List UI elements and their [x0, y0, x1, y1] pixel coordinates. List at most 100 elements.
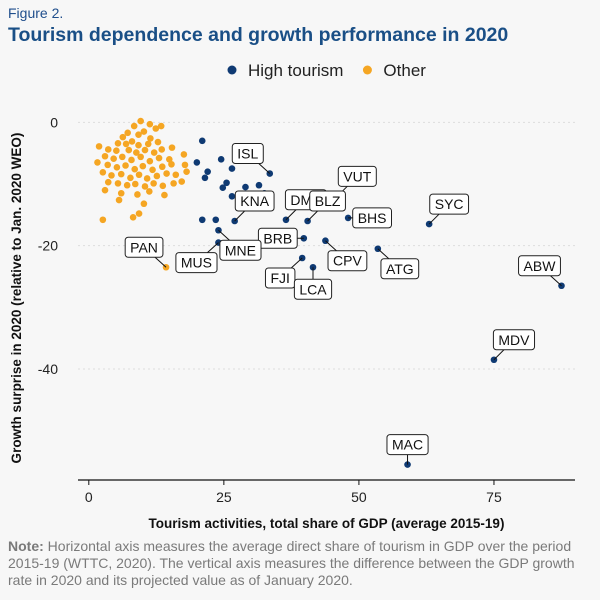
- data-point: [133, 149, 140, 156]
- axes: 0 -20 -40 0 25 50 75 Tourism activities, total …: [9, 114, 575, 531]
- data-point: [163, 170, 170, 177]
- callout-labels: ISLDMAVUTBLZBHSSYCBRBCPVATGFJILCAABWMDVM…: [124, 143, 562, 465]
- data-point: [104, 178, 112, 186]
- data-point: [117, 170, 125, 178]
- callout-box: [293, 278, 333, 300]
- data-point: [159, 182, 167, 190]
- callout-box: [429, 193, 470, 215]
- x-tick-label: 75: [486, 489, 502, 505]
- callout-text: FJI: [270, 270, 289, 286]
- data-point: [165, 156, 173, 163]
- data-point: [117, 189, 125, 197]
- callout-text: LCA: [299, 281, 327, 297]
- data-point: [255, 181, 263, 189]
- data-point: [155, 154, 163, 162]
- data-point: [228, 165, 236, 172]
- data-point: [404, 461, 411, 468]
- data-point: [122, 140, 130, 148]
- data-point: [219, 184, 227, 191]
- callout-box: [175, 252, 218, 274]
- data-point: [193, 159, 201, 166]
- data-point: [141, 183, 149, 190]
- data-point: [212, 216, 220, 224]
- callout-text: VUT: [343, 168, 371, 184]
- callout-cpv: CPV: [327, 250, 368, 272]
- data-point: [180, 151, 188, 158]
- callout-box: [352, 207, 393, 229]
- data-point: [99, 168, 107, 176]
- data-point: [217, 156, 225, 163]
- data-point: [178, 178, 186, 185]
- data-point: [228, 193, 236, 200]
- data-point: [118, 153, 126, 161]
- data-point: [128, 138, 136, 145]
- callout-box: [264, 267, 296, 289]
- y-tick-label: 0: [50, 114, 58, 130]
- data-point: [152, 125, 160, 132]
- callout-box: [386, 434, 429, 456]
- data-point: [94, 159, 101, 166]
- callout-mdv: MDV: [492, 329, 536, 351]
- callout-box: [124, 236, 164, 258]
- data-point: [147, 135, 154, 142]
- data-point: [104, 161, 112, 169]
- data-point: [122, 162, 129, 169]
- callout-vut: VUT: [337, 165, 377, 187]
- data-point: [146, 120, 154, 128]
- data-point: [137, 153, 144, 161]
- data-point: [113, 147, 120, 154]
- data-point: [150, 149, 158, 156]
- callout-brb: BRB: [257, 227, 298, 249]
- callout-mne: MNE: [219, 239, 262, 261]
- legend-marker: [227, 65, 237, 75]
- chart-title: Tourism dependence and growth performanc…: [8, 24, 509, 46]
- data-point: [108, 172, 115, 179]
- chart-note: Note: Horizontal axis measures the avera…: [8, 538, 593, 589]
- callout-abw: ABW: [518, 255, 561, 277]
- data-point: [134, 191, 141, 198]
- callout-syc: SYC: [429, 193, 470, 215]
- data-point: [150, 180, 157, 187]
- callout-text: PAN: [130, 239, 158, 255]
- callout-box: [492, 329, 536, 351]
- callout-box: [327, 250, 368, 272]
- data-point: [170, 180, 177, 187]
- data-point: [135, 171, 143, 179]
- data-point: [144, 140, 152, 148]
- callout-lca: LCA: [293, 278, 333, 300]
- callout-text: ABW: [524, 258, 557, 274]
- data-point: [110, 155, 117, 163]
- data-point: [300, 234, 308, 242]
- data-point: [137, 117, 144, 125]
- callout-kna: KNA: [234, 190, 275, 212]
- data-point: [129, 214, 137, 221]
- data-point: [183, 168, 190, 175]
- data-point: [201, 174, 209, 182]
- data-point: [135, 210, 143, 217]
- data-point: [158, 146, 166, 153]
- callout-text: MDV: [498, 332, 530, 348]
- data-point: [161, 191, 168, 199]
- callout-text: KNA: [240, 193, 269, 209]
- data-point: [95, 143, 103, 150]
- data-point: [149, 166, 156, 174]
- callout-text: BHS: [358, 210, 387, 226]
- callout-fji: FJI: [264, 267, 296, 289]
- x-axis-label: Tourism activities, total share of GDP (…: [149, 516, 505, 531]
- legend-label: High tourism: [248, 61, 343, 80]
- data-point: [153, 172, 161, 180]
- data-point: [141, 146, 149, 154]
- callout-mus: MUS: [175, 252, 218, 274]
- data-point: [114, 180, 122, 187]
- data-point: [168, 144, 176, 151]
- data-point: [104, 146, 112, 153]
- data-point: [140, 128, 148, 135]
- data-point: [131, 180, 139, 188]
- data-point: [146, 157, 154, 165]
- legend-marker: [362, 65, 372, 75]
- y-axis-label: Growth surprise in 2020 (relative to Jan…: [9, 133, 24, 464]
- data-point: [135, 141, 142, 149]
- callout-text: MNE: [225, 242, 256, 258]
- callout-box: [234, 190, 275, 212]
